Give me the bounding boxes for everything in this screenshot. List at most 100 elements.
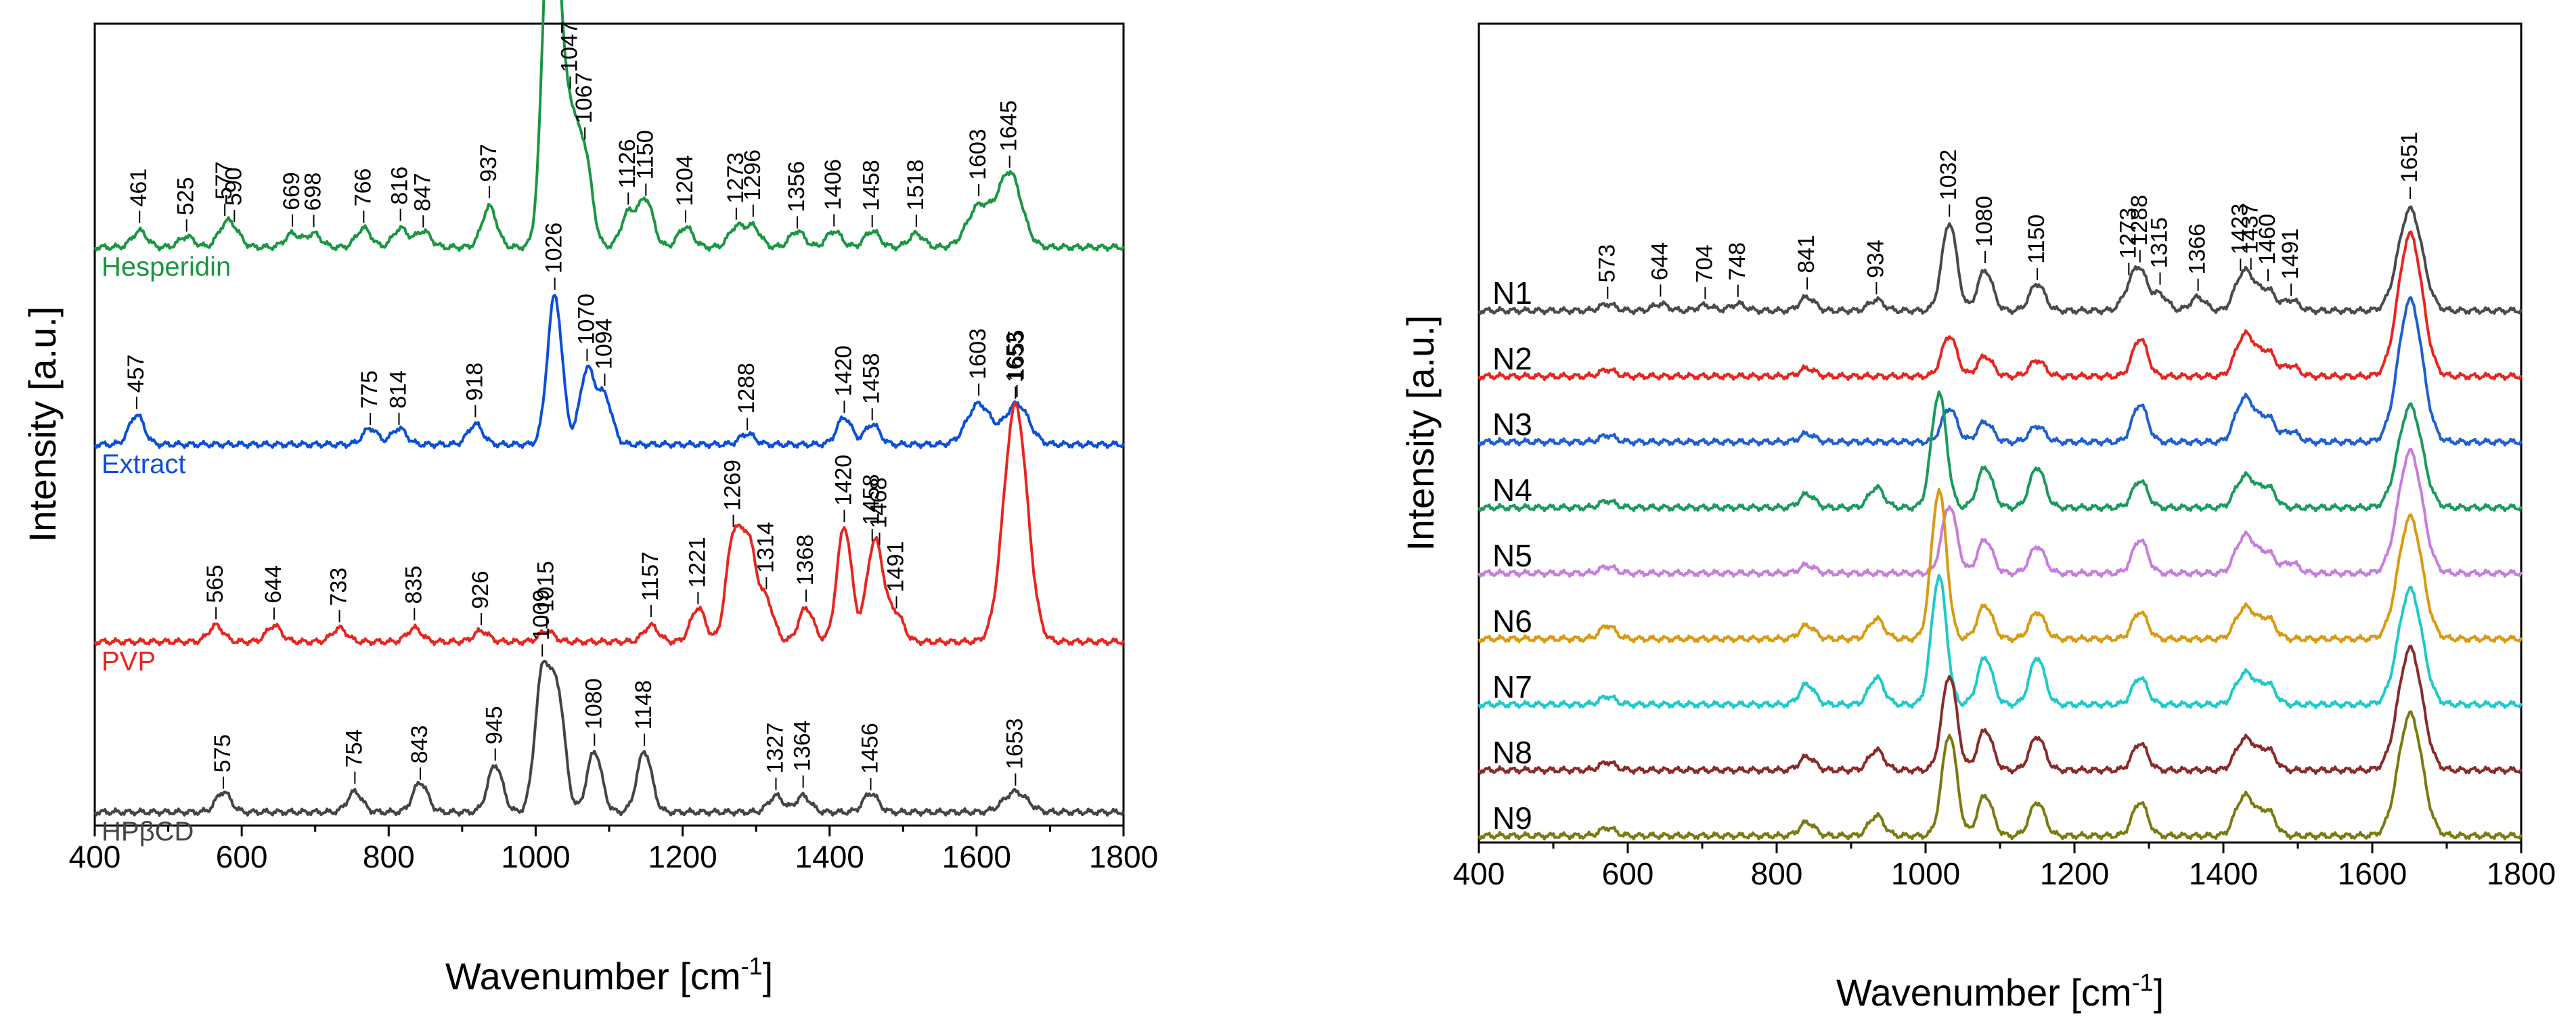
trace-N9 xyxy=(1478,710,2523,840)
right-y-axis-label: Intensity [a.u.] xyxy=(1399,315,1442,552)
trace-Extract xyxy=(93,294,1125,449)
right-chart-panel: N1 N2 N3 N4 N5 N6 N7 N8 N9 573 644 704 748 841 934 1032… xyxy=(1399,22,2556,1014)
trace-HPβCD xyxy=(93,659,1125,817)
peak-label: 590 xyxy=(221,167,246,206)
peak-label: 1288 xyxy=(2127,195,2152,246)
series-label-N8: N8 xyxy=(1492,735,1532,770)
peak-label: 1491 xyxy=(2278,228,2303,279)
peak-label: 1221 xyxy=(684,537,710,588)
x-tick-label: 1400 xyxy=(2189,856,2258,891)
peak-label: 1420 xyxy=(830,455,856,506)
peak-label: 644 xyxy=(1647,242,1672,281)
peak-label: 1150 xyxy=(2024,215,2049,264)
series-label-PVP: PVP xyxy=(102,646,156,676)
trace-N3 xyxy=(1478,296,2523,447)
series-label-HPβCD: HPβCD xyxy=(102,817,194,847)
peak-label: 775 xyxy=(357,370,382,409)
trace-N6 xyxy=(1478,488,2523,644)
x-tick-label: 1200 xyxy=(2040,856,2109,891)
right-plot-frame xyxy=(1478,22,2523,844)
peak-label: 1273 xyxy=(723,152,749,204)
trace-PVP xyxy=(93,401,1125,647)
peak-label: 1420 xyxy=(830,345,856,397)
peak-label: 457 xyxy=(123,355,149,393)
series-label-N5: N5 xyxy=(1492,538,1532,573)
series-label-N4: N4 xyxy=(1492,472,1532,508)
x-tick-label: 800 xyxy=(363,839,415,874)
peak-label: 1458 xyxy=(859,353,885,405)
peak-label: 1468 xyxy=(866,477,892,529)
peak-label: 1126 xyxy=(615,139,640,188)
peak-label: 1204 xyxy=(672,155,698,206)
x-tick-label: 600 xyxy=(1602,856,1654,891)
x-tick-label: 1400 xyxy=(795,839,864,874)
right-traces: N1 N2 N3 N4 N5 N6 N7 N8 N9 573 644 704 748 841 934 1032… xyxy=(1478,131,2523,840)
trace-N7 xyxy=(1478,574,2523,709)
peak-label: 1603 xyxy=(965,129,991,180)
left-x-ticks: 400 600 800 1000 1200 1400 1600 1800 xyxy=(69,826,1158,874)
trace-N1 xyxy=(1478,205,2523,315)
peak-label: 847 xyxy=(409,173,435,211)
peak-label: 1653 xyxy=(1002,718,1027,769)
peak-label: 1366 xyxy=(2185,223,2211,275)
peak-label: 669 xyxy=(279,172,305,210)
peak-label: 1356 xyxy=(784,161,809,212)
peak-label: 934 xyxy=(1863,240,1888,278)
peak-label: 1437 xyxy=(2238,203,2263,254)
peak-label: 1315 xyxy=(2147,217,2173,269)
peak-label: 644 xyxy=(261,565,286,604)
x-tick-label: 1800 xyxy=(1089,839,1158,874)
x-tick-label: 1200 xyxy=(648,839,717,874)
x-tick-label: 1000 xyxy=(501,839,570,874)
peak-label: 918 xyxy=(462,363,487,401)
peak-label: 816 xyxy=(387,166,413,205)
peak-label: 704 xyxy=(1691,244,1717,283)
peak-label: 1150 xyxy=(632,130,658,179)
peak-label: 1273 xyxy=(2115,208,2141,259)
peak-label: 1026 xyxy=(541,223,567,274)
right-x-axis-label: Wavenumber [cm-1] xyxy=(1836,968,2164,1014)
series-label-N6: N6 xyxy=(1492,604,1532,639)
series-label-N3: N3 xyxy=(1492,407,1532,442)
x-tick-label: 800 xyxy=(1751,856,1803,891)
peak-label: 1460 xyxy=(2255,214,2280,265)
x-tick-label: 1600 xyxy=(2338,856,2407,891)
peak-label: 1364 xyxy=(790,720,816,771)
peak-label: 1327 xyxy=(762,723,788,774)
trace-N4 xyxy=(1478,390,2523,512)
peak-label: 1603 xyxy=(965,328,991,380)
trace-N8 xyxy=(1478,644,2523,775)
x-tick-label: 600 xyxy=(216,839,268,874)
series-label-Hesperidin: Hesperidin xyxy=(102,252,231,282)
left-y-axis-label: Intensity [a.u.] xyxy=(21,307,64,543)
peak-label: 1491 xyxy=(883,541,909,593)
peak-label: 1070 xyxy=(573,294,599,345)
peak-label: 1032 xyxy=(1936,150,1961,201)
peak-label: 1458 xyxy=(859,474,885,525)
x-tick-label: 400 xyxy=(69,839,121,874)
peak-label: 926 xyxy=(468,570,493,609)
series-label-N9: N9 xyxy=(1492,801,1532,836)
series-label-N1: N1 xyxy=(1492,275,1532,311)
peak-label: 1148 xyxy=(631,680,657,729)
peak-label: 1288 xyxy=(734,363,759,414)
peak-label: 565 xyxy=(202,564,228,603)
peak-label: 698 xyxy=(301,173,326,211)
right-x-ticks: 400 600 800 1000 1200 1400 1600 1800 xyxy=(1453,842,2556,891)
series-label-N7: N7 xyxy=(1492,669,1532,704)
peak-label: 1009 xyxy=(529,589,554,641)
x-tick-label: 400 xyxy=(1453,856,1505,891)
peak-label: 1047 xyxy=(556,21,582,72)
peak-label: 577 xyxy=(211,161,237,200)
peak-label: 843 xyxy=(407,725,432,764)
peak-label: 945 xyxy=(482,706,508,744)
peak-label: 1458 xyxy=(859,160,885,211)
peak-label: 525 xyxy=(173,177,199,216)
peak-label: 1296 xyxy=(740,150,765,201)
peak-label: 733 xyxy=(326,568,352,606)
peak-label: 1094 xyxy=(591,318,617,369)
x-tick-label: 1600 xyxy=(942,839,1011,874)
peak-label: 573 xyxy=(1594,244,1620,283)
